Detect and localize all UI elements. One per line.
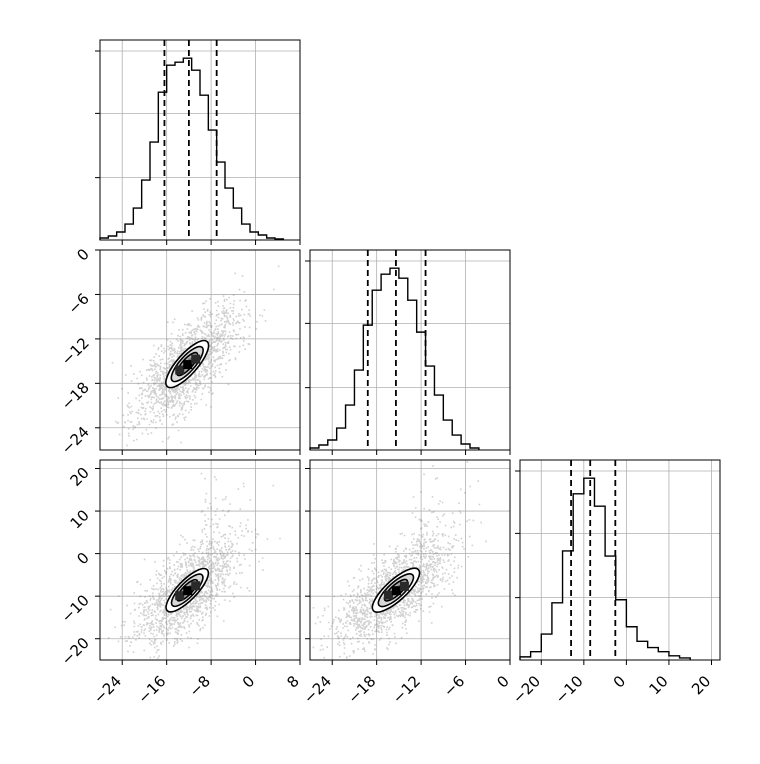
ytick-label: 0 bbox=[73, 549, 92, 568]
ytick-label: 0 bbox=[73, 245, 92, 264]
xtick-label: −16 bbox=[134, 672, 169, 707]
hist-frame-0 bbox=[99, 39, 301, 241]
hist-frame-1 bbox=[309, 249, 511, 451]
scatter-points bbox=[107, 472, 281, 660]
ytick-label: −20 bbox=[58, 634, 93, 669]
density-core-cell bbox=[175, 591, 185, 601]
xtick-label: 10 bbox=[646, 672, 672, 698]
scatter-points bbox=[312, 461, 487, 660]
ytick-label: −12 bbox=[58, 334, 93, 369]
panel-1-0 bbox=[111, 265, 280, 447]
panel-2-0 bbox=[107, 472, 281, 660]
ytick-label: −24 bbox=[58, 423, 93, 458]
xtick-label: −18 bbox=[344, 672, 379, 707]
histogram-step-2 bbox=[519, 477, 691, 660]
xtick-label: −6 bbox=[440, 672, 468, 700]
density-core-cell bbox=[391, 586, 401, 596]
xtick-label: 0 bbox=[239, 672, 258, 691]
xtick-label: −24 bbox=[300, 672, 335, 707]
panel-frame-2-1 bbox=[309, 459, 511, 661]
ytick-label: −18 bbox=[58, 378, 93, 413]
density-core-cell bbox=[175, 365, 185, 375]
xtick-label: −8 bbox=[186, 672, 214, 700]
ytick-label: 10 bbox=[67, 506, 93, 532]
density-core-cell bbox=[399, 581, 409, 591]
xtick-label: 20 bbox=[688, 672, 714, 698]
panel-frame-1-0 bbox=[99, 249, 301, 451]
xtick-label: −24 bbox=[90, 672, 125, 707]
histogram-step-1 bbox=[309, 267, 480, 450]
panel-frame-2-0 bbox=[99, 459, 301, 661]
ytick-label: −10 bbox=[58, 591, 93, 626]
panels-layer bbox=[99, 39, 721, 661]
xtick-label: 0 bbox=[610, 672, 629, 691]
density-core-cell bbox=[183, 360, 193, 370]
density-core-cell bbox=[191, 354, 201, 364]
density-core-cell bbox=[383, 590, 393, 600]
ytick-label: −6 bbox=[64, 290, 92, 318]
histogram-step-0 bbox=[99, 57, 285, 240]
xtick-label: 0 bbox=[493, 672, 512, 691]
xtick-label: −10 bbox=[552, 672, 587, 707]
density-core-cell bbox=[183, 586, 193, 596]
ytick-label: 20 bbox=[67, 464, 93, 490]
panel-2-1 bbox=[312, 461, 487, 660]
xtick-label: −12 bbox=[389, 672, 424, 707]
xtick-label: 8 bbox=[283, 672, 302, 691]
hist-frame-2 bbox=[519, 459, 721, 661]
xtick-label: −20 bbox=[509, 672, 544, 707]
density-core-cell bbox=[191, 581, 201, 591]
